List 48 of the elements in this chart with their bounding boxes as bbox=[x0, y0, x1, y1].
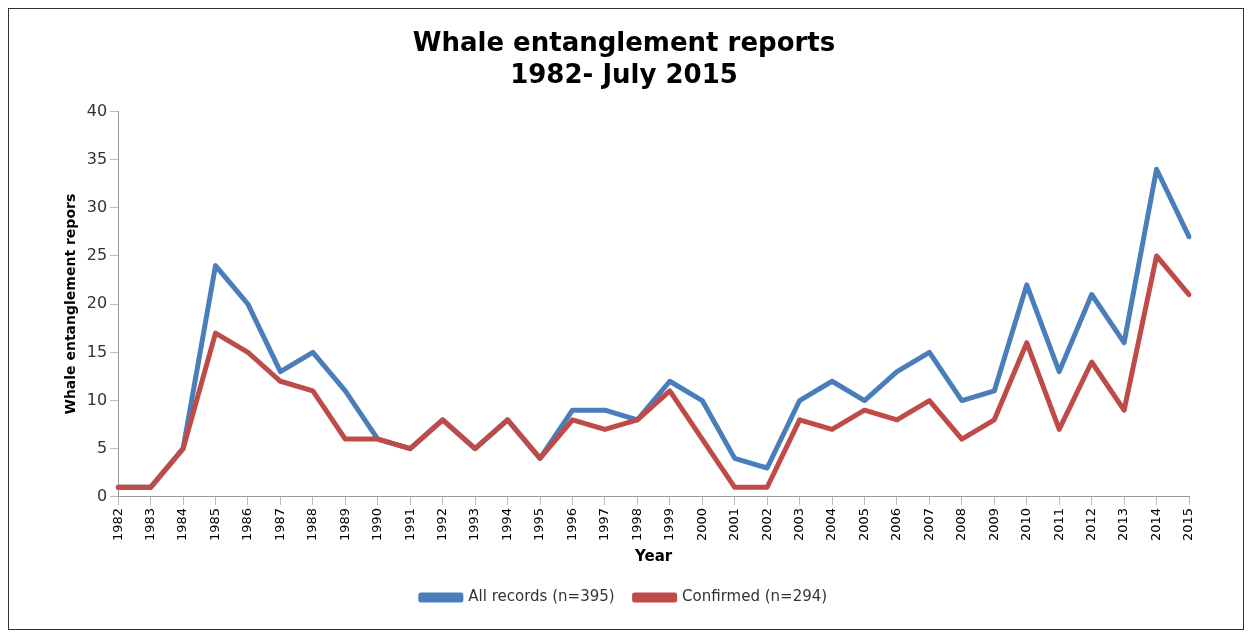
y-tick-label: 30 bbox=[86, 196, 108, 216]
x-tick-label: 2008 bbox=[953, 507, 969, 542]
x-tick-label: 2009 bbox=[985, 507, 1001, 542]
y-tick-label: 15 bbox=[86, 341, 108, 361]
x-tick-label: 1997 bbox=[596, 507, 612, 542]
x-tick-label: 2010 bbox=[1018, 507, 1034, 542]
x-tick-label: 1986 bbox=[239, 507, 255, 542]
x-tick-label: 1991 bbox=[401, 507, 417, 542]
x-tick-label: 1982 bbox=[109, 507, 125, 542]
x-tick-label: 2015 bbox=[1180, 507, 1196, 542]
y-tick-label: 0 bbox=[96, 486, 108, 506]
x-tick-label: 2004 bbox=[823, 507, 839, 542]
x-tick-label: 1993 bbox=[466, 507, 482, 542]
chart-title: Whale entanglement reports 1982- July 2015 bbox=[412, 27, 836, 89]
x-tick-label: 2003 bbox=[790, 507, 806, 542]
x-tick-label: 1988 bbox=[304, 507, 320, 542]
legend-label: Confirmed (n=294) bbox=[682, 587, 828, 606]
x-tick-label: 1999 bbox=[661, 507, 677, 542]
legend-label: All records (n=395) bbox=[468, 587, 615, 606]
x-tick-label: 1983 bbox=[141, 507, 157, 542]
x-axis-title: Year bbox=[633, 546, 673, 565]
y-tick-label: 35 bbox=[86, 148, 108, 168]
x-tick-label: 1990 bbox=[369, 507, 385, 542]
x-tick-label: 2005 bbox=[855, 507, 871, 542]
y-tick-label: 10 bbox=[86, 389, 108, 409]
x-tick-label: 2000 bbox=[693, 507, 709, 542]
y-axis-title: Whale entanglement repors bbox=[62, 193, 79, 415]
x-tick-label: 1996 bbox=[563, 507, 579, 542]
x-tick-label: 1992 bbox=[434, 507, 450, 542]
x-tick-label: 1984 bbox=[174, 507, 190, 542]
x-tick-label: 2007 bbox=[920, 507, 936, 542]
x-tick-label: 2012 bbox=[1083, 507, 1099, 542]
x-tick-label: 2013 bbox=[1115, 507, 1131, 542]
x-tick-label: 2002 bbox=[758, 507, 774, 542]
x-tick-label: 1994 bbox=[498, 507, 514, 542]
x-tick-label: 1998 bbox=[628, 507, 644, 542]
y-tick-label: 40 bbox=[86, 100, 108, 120]
y-tick-label: 25 bbox=[86, 245, 108, 265]
x-tick-label: 1995 bbox=[531, 507, 547, 542]
y-tick-label: 5 bbox=[96, 437, 108, 457]
x-tick-label: 2001 bbox=[726, 507, 742, 542]
x-tick-label: 1985 bbox=[206, 507, 222, 542]
x-tick-label: 1989 bbox=[336, 507, 352, 542]
x-tick-label: 2011 bbox=[1050, 507, 1066, 542]
x-tick-label: 1987 bbox=[271, 507, 287, 542]
x-tick-label: 2014 bbox=[1147, 507, 1163, 542]
x-tick-label: 2006 bbox=[888, 507, 904, 542]
y-tick-label: 20 bbox=[86, 293, 108, 313]
